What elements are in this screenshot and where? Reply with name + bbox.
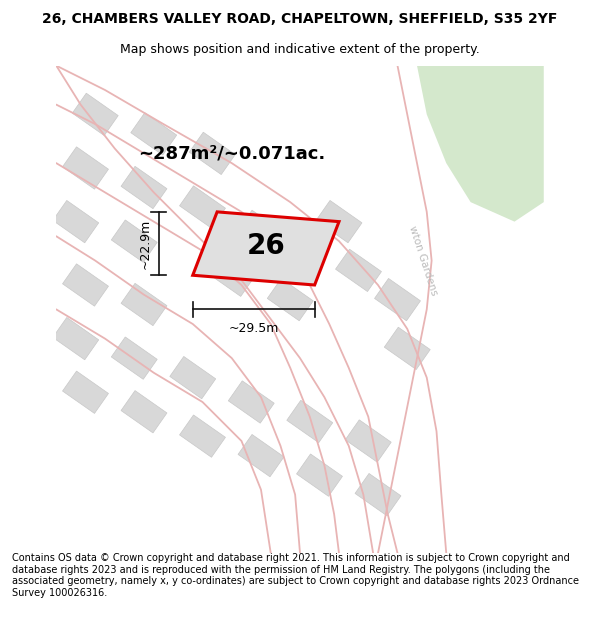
Polygon shape	[316, 201, 362, 242]
Polygon shape	[170, 356, 216, 399]
Polygon shape	[121, 166, 167, 209]
Polygon shape	[179, 186, 226, 228]
Polygon shape	[111, 220, 157, 262]
Text: Map shows position and indicative extent of the property.: Map shows position and indicative extent…	[120, 44, 480, 56]
Polygon shape	[417, 66, 544, 222]
Text: ~287m²/~0.071ac.: ~287m²/~0.071ac.	[138, 144, 325, 162]
Polygon shape	[287, 401, 333, 442]
Polygon shape	[62, 147, 109, 189]
Polygon shape	[131, 112, 177, 155]
Polygon shape	[62, 371, 109, 413]
Polygon shape	[267, 279, 313, 321]
Polygon shape	[238, 434, 284, 477]
Text: wton Gardens: wton Gardens	[407, 224, 439, 297]
Polygon shape	[179, 415, 226, 458]
Polygon shape	[53, 201, 99, 242]
Polygon shape	[374, 279, 421, 321]
Polygon shape	[121, 283, 167, 326]
Polygon shape	[62, 264, 109, 306]
Polygon shape	[355, 474, 401, 516]
Text: Contains OS data © Crown copyright and database right 2021. This information is : Contains OS data © Crown copyright and d…	[12, 553, 579, 598]
Polygon shape	[72, 93, 118, 136]
Text: ~29.5m: ~29.5m	[229, 321, 279, 334]
Text: 26: 26	[247, 232, 285, 260]
Text: 26, CHAMBERS VALLEY ROAD, CHAPELTOWN, SHEFFIELD, S35 2YF: 26, CHAMBERS VALLEY ROAD, CHAPELTOWN, SH…	[43, 12, 557, 26]
Polygon shape	[345, 420, 391, 462]
Polygon shape	[384, 328, 430, 369]
Polygon shape	[53, 318, 99, 360]
Polygon shape	[209, 254, 255, 296]
Polygon shape	[189, 132, 235, 174]
Polygon shape	[296, 454, 343, 496]
Polygon shape	[193, 212, 339, 285]
Polygon shape	[238, 210, 284, 252]
Polygon shape	[121, 391, 167, 433]
Text: ~22.9m: ~22.9m	[139, 218, 151, 269]
Polygon shape	[335, 249, 382, 291]
Polygon shape	[228, 381, 274, 423]
Polygon shape	[111, 337, 157, 379]
